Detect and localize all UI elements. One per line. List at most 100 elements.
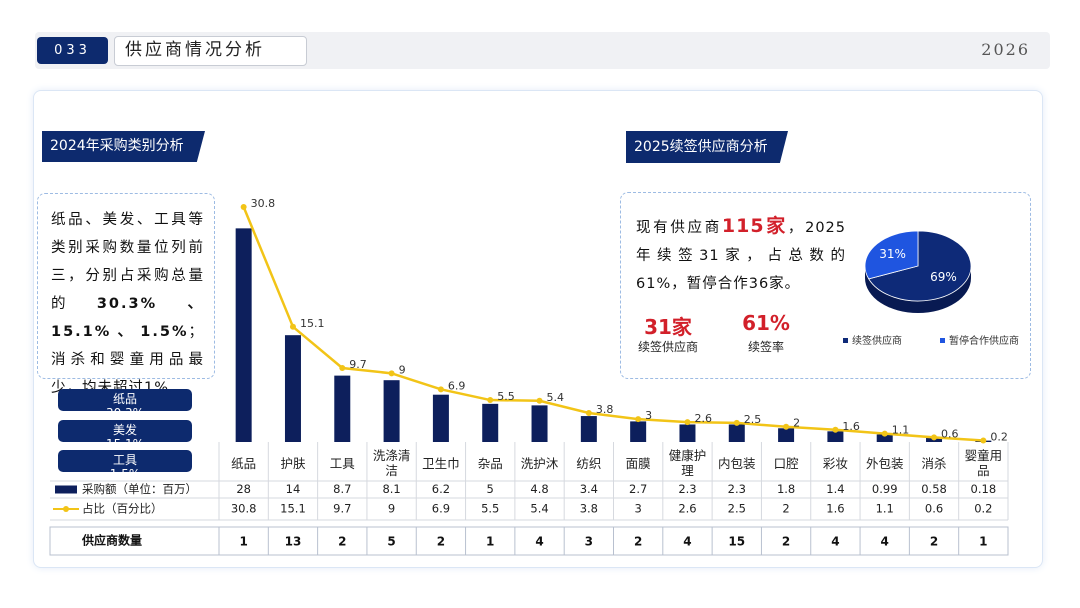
bar — [580, 416, 597, 442]
table-cell: 5.4 — [530, 502, 548, 516]
table-cell: 13 — [285, 535, 302, 549]
bar — [679, 424, 696, 442]
table-cell: 0.6 — [925, 502, 943, 516]
main-card — [33, 90, 1043, 568]
line-dot — [684, 419, 691, 426]
table-cell: 2.6 — [678, 502, 696, 516]
table-cell: 1.4 — [826, 482, 844, 496]
table-cell: 8.7 — [333, 482, 351, 496]
row-label: 供应商数量 — [81, 533, 142, 548]
data-label: 15.1 — [300, 317, 325, 330]
data-label: 5.5 — [497, 390, 515, 403]
category-label: 外包装 — [865, 455, 904, 471]
line — [242, 206, 984, 442]
legend-swatch — [940, 338, 945, 343]
table-cell: 3 — [585, 535, 593, 549]
category-tag: 美发15.1% — [58, 419, 192, 442]
bar — [235, 228, 252, 442]
table-cell: 5.5 — [481, 502, 499, 516]
line-dot — [536, 397, 543, 404]
category-label: 健康护理 — [668, 448, 707, 478]
stat-label: 续签供应商 — [637, 340, 698, 354]
category-label: 卫生巾 — [422, 455, 460, 471]
table-frame — [49, 526, 1009, 556]
tag-share: 15.1% — [58, 437, 192, 442]
table-cell: 6.9 — [432, 502, 450, 516]
table-cell: 2 — [338, 535, 346, 549]
table-cell: 9 — [388, 502, 395, 516]
data-label: 2.5 — [744, 413, 762, 426]
data-label: 3 — [645, 409, 652, 422]
bar — [432, 394, 449, 442]
table-cell: 2.3 — [728, 482, 746, 496]
table-cell: 1.8 — [777, 482, 795, 496]
table-cell: 2 — [782, 502, 789, 516]
category-label: 消杀 — [921, 455, 947, 471]
table-cell: 3.8 — [580, 502, 598, 516]
category-label: 洗护沐 — [520, 455, 559, 471]
line-dot — [585, 410, 592, 417]
data-label: 1.6 — [842, 420, 860, 433]
table-cell: 2.5 — [728, 502, 746, 516]
summary-part: ，2025年续签31家，占总数的61%，暂停合作36家。 — [636, 220, 847, 292]
table-cell: 14 — [286, 482, 301, 496]
table-cell: 6.2 — [432, 482, 450, 496]
tag-name: 纸品 — [112, 392, 137, 406]
summary-part: 30.3%、15.1%、1.5% — [51, 296, 204, 340]
table-cell: 3.4 — [580, 482, 598, 496]
table-cell: 0.2 — [974, 502, 992, 516]
table-cell: 9.7 — [333, 502, 351, 516]
bar — [334, 375, 351, 442]
table-cell: 2 — [437, 535, 445, 549]
stat-value: 61% — [742, 311, 790, 335]
page-badge: 033 — [37, 37, 108, 64]
tag-name: 美发 — [112, 422, 137, 437]
tag-share: 1.5% — [58, 467, 192, 472]
table-cell: 0.99 — [872, 482, 898, 496]
line-dot — [832, 426, 839, 433]
table-cell: 8.1 — [382, 482, 400, 496]
category-label: 口腔 — [773, 455, 799, 471]
table-cell: 0.58 — [921, 482, 947, 496]
table-cell: 2 — [930, 535, 938, 549]
line-dot — [339, 364, 346, 371]
line-dot — [388, 370, 395, 377]
pie-slice — [868, 230, 972, 302]
category-label: 彩妆 — [822, 455, 848, 471]
data-label: 0.2 — [990, 430, 1008, 443]
line-dot — [240, 204, 247, 210]
table-cell: 15 — [728, 535, 745, 549]
category-label: 内包装 — [718, 455, 756, 471]
table-cell: 1 — [239, 535, 247, 549]
table-cell: 2.3 — [678, 482, 696, 496]
table-cell: 3 — [634, 502, 641, 516]
category-label: 面膜 — [625, 455, 651, 471]
line-dot — [783, 423, 790, 430]
line-dot — [881, 430, 888, 437]
table-cell: 4 — [831, 535, 839, 549]
summary-box-frame — [620, 192, 1031, 379]
category-label: 护肤 — [280, 455, 306, 471]
legend-swatch — [55, 485, 77, 494]
section-heading: 2025续签供应商分析 — [626, 131, 788, 163]
section-heading: 2024年采购类别分析 — [42, 131, 205, 162]
table-cell: 4 — [683, 535, 691, 549]
table-cell: 1.6 — [826, 502, 844, 516]
legend-label: 暂停合作供应商 — [949, 334, 1019, 347]
data-label: 30.8 — [251, 197, 276, 210]
data-label: 3.8 — [596, 403, 614, 416]
table-cell: 30.8 — [231, 502, 257, 516]
table-cell: 2 — [634, 535, 642, 549]
category-label: 杂品 — [477, 455, 503, 471]
legend-label: 续签供应商 — [852, 334, 902, 347]
legend-label: 采购额（单位：百万） — [82, 482, 197, 496]
category-label: 纺织 — [576, 455, 602, 471]
data-label: 2 — [793, 417, 800, 430]
line-dot — [437, 386, 444, 393]
table-cell: 1.1 — [876, 502, 894, 516]
legend-label: 占比（百分比） — [82, 502, 163, 516]
category-label: 洗涤清洁 — [372, 448, 411, 478]
summary-part: 纸品、美发、工具等类别采购数量位列前三，分别占采购总量的 — [51, 212, 204, 312]
